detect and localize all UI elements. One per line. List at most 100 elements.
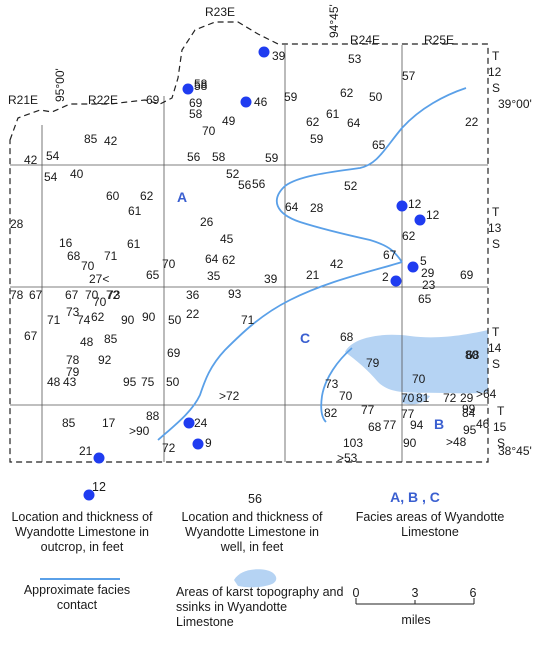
well-thickness-label: 69 (146, 93, 160, 107)
facies-area-label: A (177, 189, 187, 205)
well-thickness-label: 22 (465, 115, 479, 129)
well-thickness-label: 17 (102, 416, 116, 430)
legend-well-example: 56 (248, 492, 262, 506)
well-thickness-label: 49 (222, 114, 236, 128)
grid-lines (10, 45, 488, 462)
well-thickness-label: 65 (372, 138, 386, 152)
well-thickness-label: 62 (140, 189, 154, 203)
well-thickness-label: 67 (383, 248, 397, 262)
well-thickness-label: 64 (205, 252, 219, 266)
well-thickness-label: 46 (476, 417, 490, 431)
well-thickness-label: 29 (421, 266, 435, 280)
well-thickness-label: 68 (340, 330, 354, 344)
longitude-label: 95°00' (53, 68, 67, 102)
well-thickness-label: 43 (63, 375, 77, 389)
longitude-label: 94°45' (327, 4, 341, 38)
outcrop-thickness-label: 58 (194, 79, 208, 93)
well-thickness-label: 103 (343, 436, 363, 450)
well-thickness-label: 59 (265, 151, 279, 165)
well-thickness-label: 72 (162, 441, 176, 455)
well-thickness-label: 57 (402, 69, 416, 83)
well-thickness-label: >48 (446, 435, 467, 449)
outcrop-thickness-label: 12 (408, 197, 422, 211)
well-thickness-label: 99 (462, 402, 476, 416)
range-label: R22E (88, 93, 118, 107)
well-thickness-label: 50 (369, 90, 383, 104)
well-thickness-label: 60 (106, 189, 120, 203)
well-thickness-label: 73 (66, 305, 80, 319)
well-thickness-label: 79 (366, 356, 380, 370)
outcrop-point-marker (390, 275, 402, 287)
well-thickness-label: 70 (81, 259, 95, 273)
outcrop-point-marker (414, 214, 426, 226)
latitude-label: 38°45' (498, 444, 532, 458)
well-thickness-label: 93 (228, 287, 242, 301)
well-thickness-label: 70 (162, 257, 176, 271)
well-thickness-label: 69 (460, 268, 474, 282)
well-thickness-label: 42 (24, 153, 38, 167)
well-thickness-label: 74 (77, 313, 91, 327)
well-thickness-label: 70 (85, 288, 99, 302)
well-thickness-label: 68 (67, 249, 81, 263)
well-thickness-label: 72 (106, 288, 120, 302)
karst-area (402, 393, 430, 405)
well-thickness-label: 59 (310, 132, 324, 146)
well-thickness-label: 77 (401, 407, 415, 421)
well-thickness-label: >53 (337, 451, 358, 465)
well-thickness-label: 65 (418, 292, 432, 306)
well-thickness-label: 73 (325, 377, 339, 391)
well-thickness-label: 16 (59, 236, 73, 250)
well-thickness-label: 88 (146, 409, 160, 423)
scale-unit: miles (401, 613, 431, 627)
well-thickness-label: >64 (476, 387, 497, 401)
well-thickness-label: 95 (463, 423, 477, 437)
township-label: 12 (488, 65, 502, 79)
well-thickness-label: 35 (207, 269, 221, 283)
well-thickness-label: 95 (123, 375, 137, 389)
well-thickness-label: 68 (368, 420, 382, 434)
legend-outcrop-example: 12 (92, 480, 106, 494)
outcrop-point-marker (93, 452, 105, 464)
well-thickness-label: 80 (465, 348, 479, 362)
well-thickness-label: 52 (344, 179, 358, 193)
outcrop-point-marker (183, 417, 195, 429)
well-thickness-label: 72 (443, 391, 457, 405)
outcrop-dot-legend-icon (83, 489, 95, 501)
well-thickness-label: 85 (104, 332, 118, 346)
well-thickness-label: 69 (167, 346, 181, 360)
well-thickness-label: 85 (84, 132, 98, 146)
scale-tick-0: 0 (352, 586, 360, 600)
well-thickness-label: 70 (93, 295, 107, 309)
well-thickness-label: 50 (168, 313, 182, 327)
well-thickness-label: 52 (226, 167, 240, 181)
well-thickness-label: 78 (10, 288, 24, 302)
range-label: R21E (8, 93, 38, 107)
outcrop-point-marker (192, 438, 204, 450)
well-thickness-label: 61 (326, 107, 340, 121)
well-thickness-label: 58 (212, 150, 226, 164)
well-thickness-label: 36 (186, 288, 200, 302)
latitude-label: 39°00' (498, 97, 532, 111)
well-thickness-label: 77 (383, 418, 397, 432)
facies-area-label: C (300, 330, 310, 346)
township-label: T (492, 205, 500, 219)
scale-bar (355, 598, 475, 605)
range-label: R23E (205, 5, 235, 19)
well-thickness-label: 40 (70, 167, 84, 181)
well-thickness-label: 73 (107, 288, 121, 302)
outcrop-point-marker (396, 200, 408, 212)
well-thickness-label: 84 (462, 406, 476, 420)
well-thickness-label: 23 (422, 278, 436, 292)
well-thickness-label: 64 (347, 116, 361, 130)
well-thickness-label: 26 (200, 215, 214, 229)
scale-tick-3: 3 (411, 586, 419, 600)
outcrop-thickness-label: 39 (272, 49, 286, 63)
well-thickness-label: 65 (146, 268, 160, 282)
well-thickness-label: 92 (98, 353, 112, 367)
well-thickness-label: 70 (401, 391, 415, 405)
well-thickness-label: 56 (187, 150, 201, 164)
well-thickness-label: 81 (416, 391, 430, 405)
well-thickness-label: 70 (202, 124, 216, 138)
outcrop-thickness-label: 9 (205, 436, 212, 450)
legend-facies-example: A, B , C (390, 489, 440, 505)
